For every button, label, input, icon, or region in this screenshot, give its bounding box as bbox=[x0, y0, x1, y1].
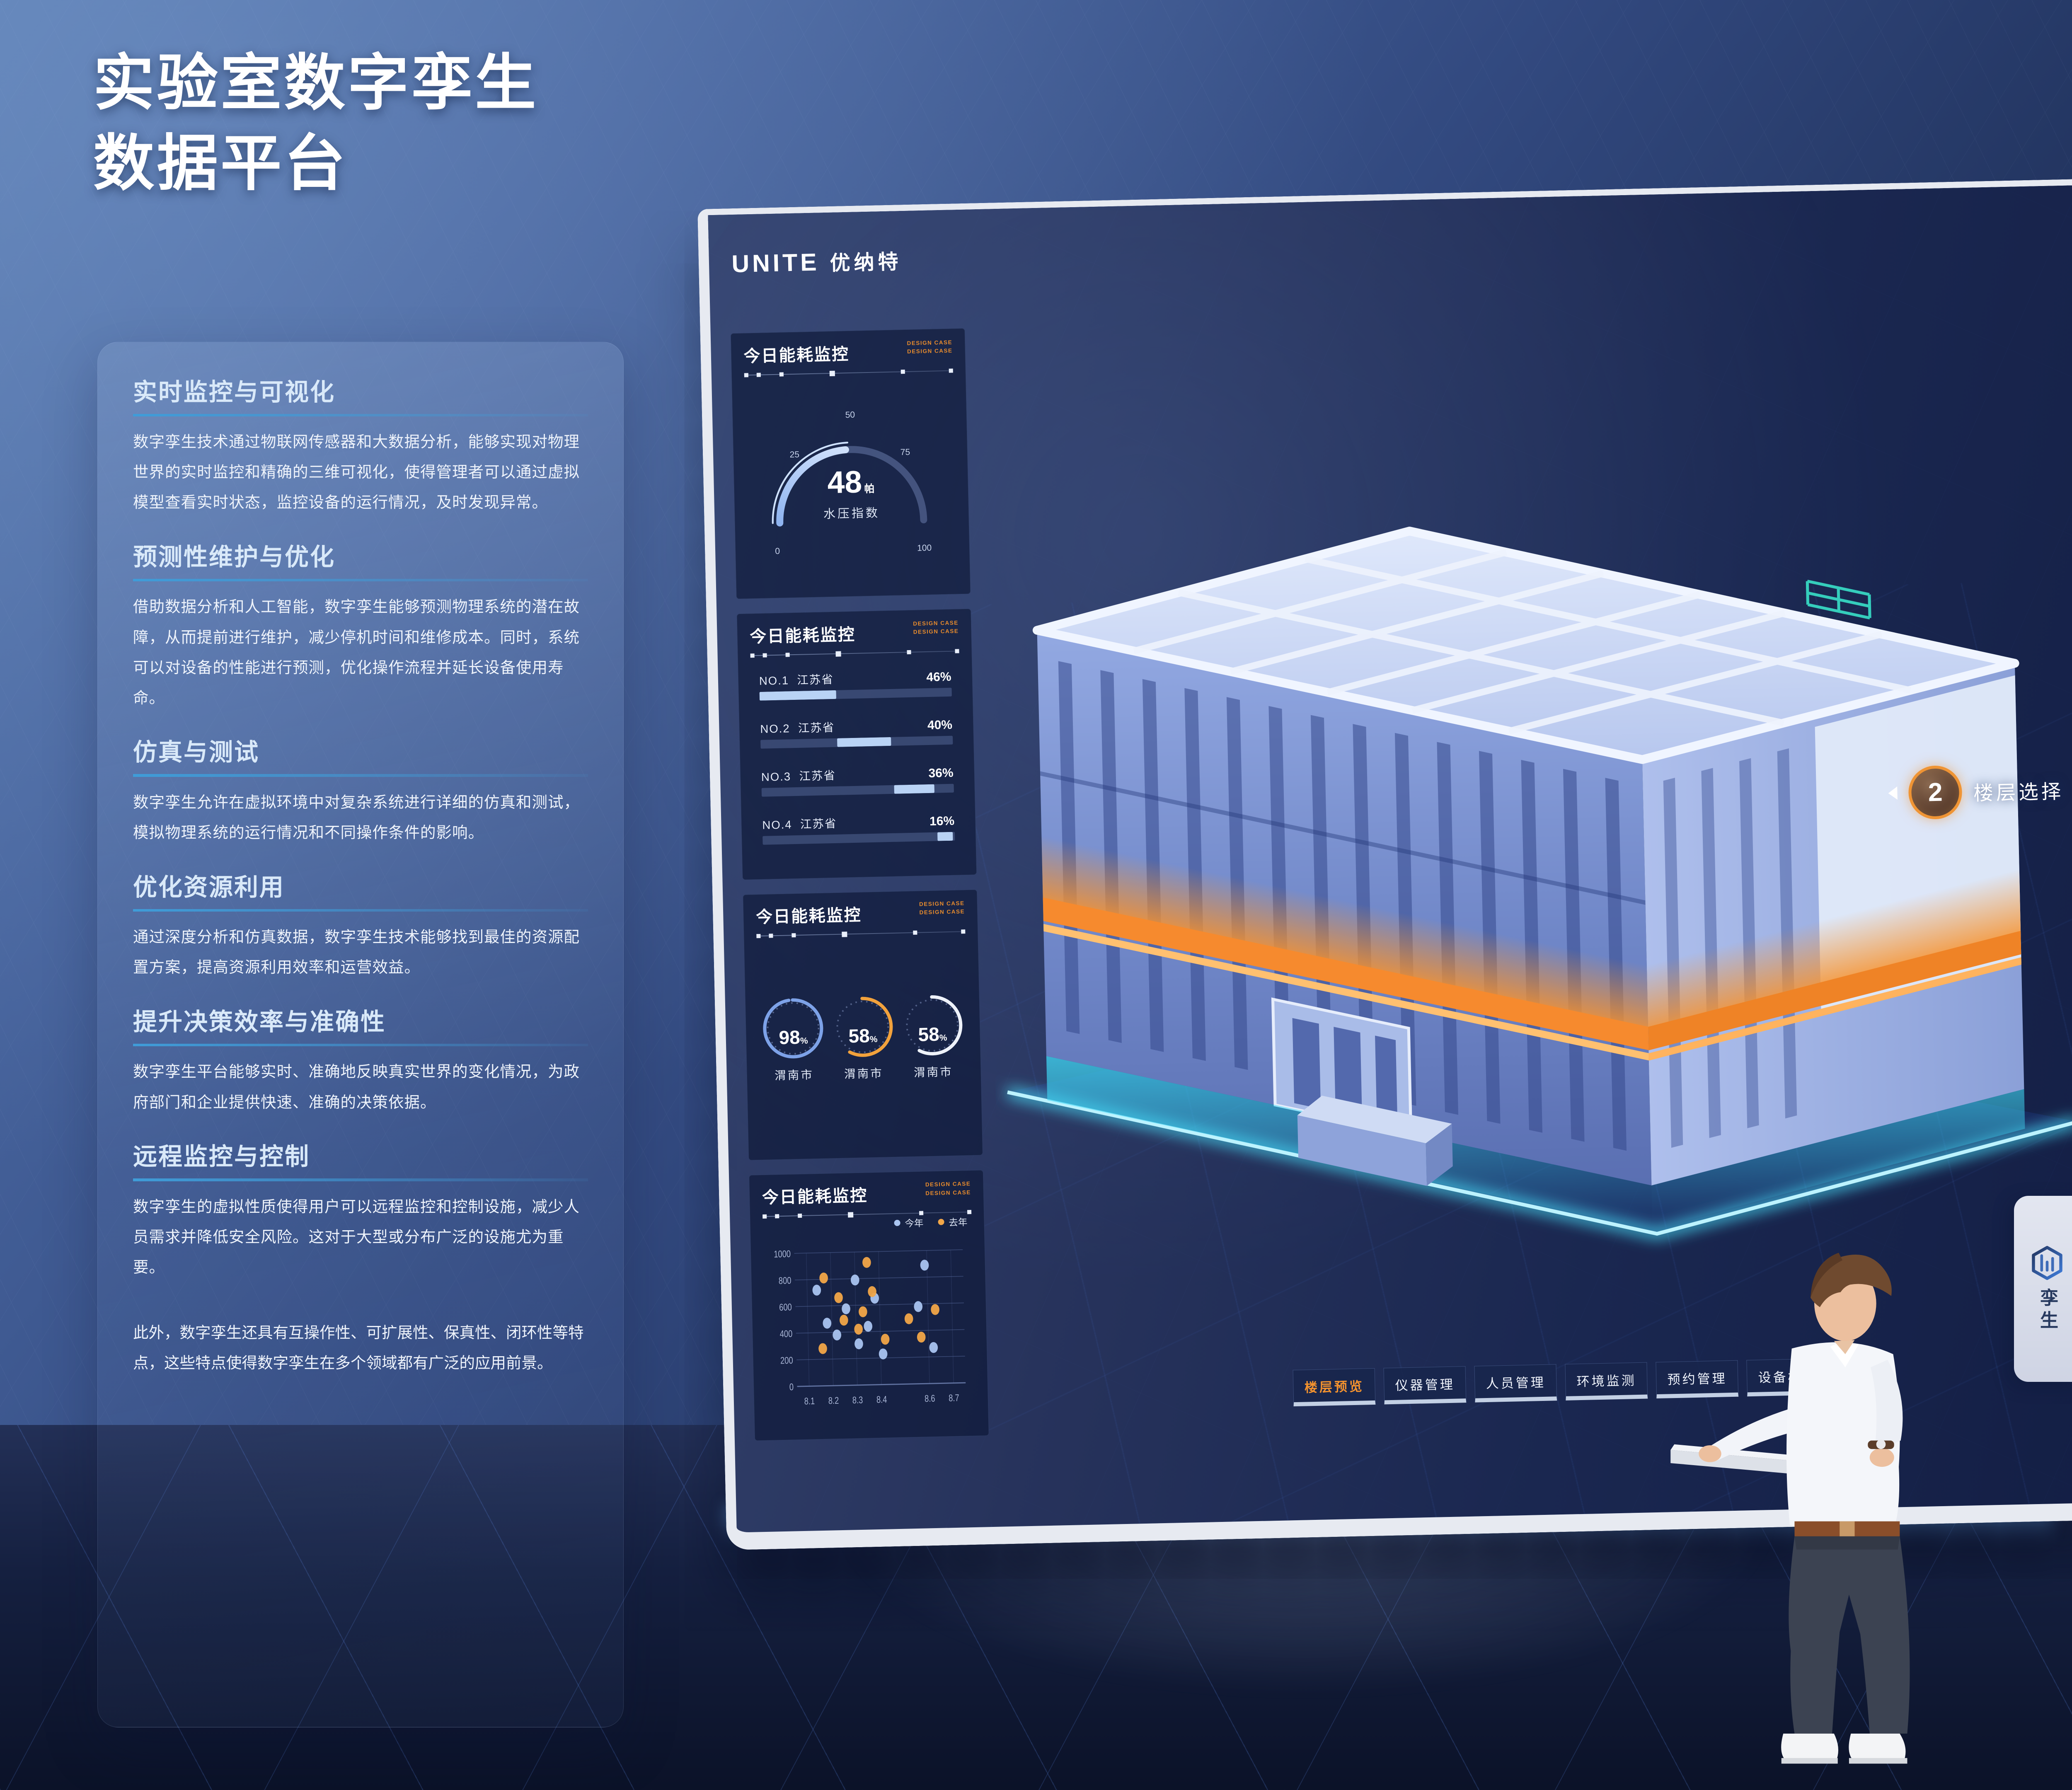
page-title: 实验室数字孪生 数据平台 bbox=[93, 43, 539, 204]
section-heading: 预测性维护与优化 bbox=[133, 543, 336, 571]
section-resource: 优化资源利用 通过深度分析和仿真数据，数字孪生技术能够找到最佳的资源配置方案，提… bbox=[133, 868, 588, 983]
panel-gauge: 今日能耗监控 DESIGN CASE DESIGN CASE 0 25 50 75 bbox=[730, 328, 971, 599]
panel-title: 今日能耗监控 bbox=[749, 625, 856, 646]
brand-logo-en: UNITE bbox=[731, 248, 820, 278]
gauge-tick: 75 bbox=[900, 447, 910, 457]
svg-text:8.7: 8.7 bbox=[948, 1393, 959, 1403]
section-divider bbox=[133, 909, 588, 912]
svg-text:8.2: 8.2 bbox=[828, 1396, 839, 1406]
bar-fill bbox=[759, 690, 836, 701]
svg-text:600: 600 bbox=[779, 1302, 792, 1313]
svg-text:8.3: 8.3 bbox=[852, 1395, 863, 1405]
bar-fill bbox=[893, 784, 934, 794]
panel-badge: DESIGN CASE DESIGN CASE bbox=[913, 619, 959, 635]
brand-logo: UNITE 优纳特 bbox=[731, 245, 902, 278]
svg-text:200: 200 bbox=[780, 1355, 793, 1366]
twin-side-tab[interactable]: 孪生 bbox=[2014, 1195, 2072, 1382]
panel-title: 今日能耗监控 bbox=[761, 1186, 868, 1207]
section-heading: 优化资源利用 bbox=[133, 873, 285, 901]
gauge-tick: 50 bbox=[845, 410, 855, 420]
bar-row: NO.3 江苏省 36% bbox=[761, 763, 954, 797]
scatter-chart: 0 200 400 600 800 1000 8.1 8.2 8.3 8.4 8.6 8.7 bbox=[773, 1249, 966, 1407]
bar-fill bbox=[937, 832, 953, 841]
svg-text:8.1: 8.1 bbox=[804, 1396, 815, 1407]
floor-selector-label: 楼层选择 bbox=[1973, 780, 2064, 805]
section-realtime: 实时监控与可视化 数字孪生技术通过物联网传感器和大数据分析，能够实现对物理世界的… bbox=[133, 373, 588, 518]
section-body: 数字孪生允许在虚拟环境中对复杂系统进行详细的仿真和测试，模拟物理系统的运行情况和… bbox=[133, 793, 580, 842]
gauge-tick: 25 bbox=[789, 449, 799, 460]
section-heading: 远程监控与控制 bbox=[133, 1143, 310, 1171]
donut-weinan-2: 58% 渭南市 bbox=[830, 995, 895, 1081]
donut-weinan-3: 58% 渭南市 bbox=[900, 993, 965, 1080]
chevron-left-icon[interactable] bbox=[1888, 786, 1898, 800]
page-title-line2: 数据平台 bbox=[93, 129, 348, 198]
card-footer-note: 此外，数字孪生还具有互操作性、可扩展性、保真性、闭环性等特点，这些特点使得数字孪… bbox=[133, 1324, 584, 1372]
section-body: 数字孪生平台能够实时、准确地反映真实世界的变化情况，为政府部门和企业提供快速、准… bbox=[133, 1063, 580, 1111]
water-pressure-gauge: 0 25 50 75 100 48 帕 水压指数 bbox=[744, 377, 957, 574]
tab-environment-monitor[interactable]: 环境监测 bbox=[1565, 1362, 1648, 1401]
section-divider bbox=[133, 774, 588, 777]
section-body: 数字孪生技术通过物联网传感器和大数据分析，能够实现对物理世界的实时监控和精确的三… bbox=[133, 433, 580, 511]
gauge-unit: 帕 bbox=[864, 483, 875, 495]
svg-text:0: 0 bbox=[789, 1382, 794, 1393]
panel-scatter: 今日能耗监控 DESIGN CASE DESIGN CASE 今年 去年 0 200… bbox=[748, 1169, 989, 1441]
panel-badge: DESIGN CASE DESIGN CASE bbox=[919, 900, 965, 916]
panel-donuts: 今日能耗监控 DESIGN CASE DESIGN CASE 98% 渭南市 bbox=[742, 889, 983, 1161]
bar-row: NO.2 江苏省 40% bbox=[760, 715, 953, 749]
bar-row: NO.4 江苏省 16% bbox=[762, 811, 955, 845]
section-body: 通过深度分析和仿真数据，数字孪生技术能够找到最佳的资源配置方案，提高资源利用效率… bbox=[133, 928, 580, 976]
section-predictive: 预测性维护与优化 借助数据分析和人工智能，数字孪生能够预测物理系统的潜在故障，从… bbox=[133, 537, 588, 713]
gauge-value: 48 bbox=[827, 464, 862, 500]
svg-text:400: 400 bbox=[779, 1329, 792, 1340]
panel-title: 今日能耗监控 bbox=[743, 345, 850, 365]
section-heading: 实时监控与可视化 bbox=[133, 378, 336, 406]
panel-separator bbox=[756, 929, 965, 938]
svg-text:1000: 1000 bbox=[773, 1249, 790, 1260]
legend-dot-thisyear bbox=[893, 1219, 900, 1226]
tab-instrument-mgmt[interactable]: 仪器管理 bbox=[1383, 1366, 1467, 1404]
panel-separator bbox=[750, 648, 959, 658]
feature-card: 实时监控与可视化 数字孪生技术通过物联网传感器和大数据分析，能够实现对物理世界的… bbox=[97, 342, 624, 1727]
gauge-tick: 0 bbox=[775, 546, 780, 556]
floor-selector: 2 楼层选择 bbox=[1887, 762, 2064, 820]
panel-badge: DESIGN CASE DESIGN CASE bbox=[906, 339, 953, 355]
bar-fill bbox=[837, 737, 891, 747]
tab-floor-preview[interactable]: 楼层预览 bbox=[1293, 1368, 1376, 1406]
scatter-legend: 今年 去年 bbox=[893, 1215, 967, 1230]
section-divider bbox=[133, 414, 588, 417]
section-heading: 仿真与测试 bbox=[133, 739, 260, 766]
section-divider bbox=[133, 1178, 588, 1181]
donut-weinan-1: 98% 渭南市 bbox=[761, 996, 825, 1083]
hexagon-chart-icon bbox=[2032, 1246, 2062, 1280]
floor-reflection bbox=[767, 1522, 1844, 1719]
panel-ranking-bars: 今日能耗监控 DESIGN CASE DESIGN CASE NO.1 江苏省 46… bbox=[736, 608, 977, 880]
page-title-line1: 实验室数字孪生 bbox=[93, 48, 539, 117]
tab-personnel-mgmt[interactable]: 人员管理 bbox=[1474, 1364, 1557, 1403]
section-heading: 提升决策效率与准确性 bbox=[133, 1008, 386, 1035]
section-body: 借助数据分析和人工智能，数字孪生能够预测物理系统的潜在故障，从而提前进行维护，减… bbox=[133, 598, 580, 706]
brand-logo-cn: 优纳特 bbox=[829, 250, 902, 275]
section-body: 数字孪生的虚拟性质使得用户可以远程监控和控制设施，减少人员需求并降低安全风险。这… bbox=[133, 1197, 580, 1276]
svg-text:8.6: 8.6 bbox=[924, 1393, 935, 1404]
presenter-avatar bbox=[1670, 1253, 1910, 1764]
section-simulation: 仿真与测试 数字孪生允许在虚拟环境中对复杂系统进行详细的仿真和测试，模拟物理系统… bbox=[133, 733, 588, 848]
panel-title: 今日能耗监控 bbox=[755, 906, 862, 926]
section-remote: 远程监控与控制 数字孪生的虚拟性质使得用户可以远程监控和控制设施，减少人员需求并… bbox=[133, 1137, 588, 1282]
section-decision: 提升决策效率与准确性 数字孪生平台能够实时、准确地反映真实世界的变化情况，为政府… bbox=[133, 1002, 588, 1118]
gauge-tick: 100 bbox=[917, 543, 932, 553]
twin-side-tab-label: 孪生 bbox=[2037, 1288, 2057, 1333]
panel-badge: DESIGN CASE DESIGN CASE bbox=[925, 1180, 971, 1196]
section-divider bbox=[133, 578, 588, 582]
floor-number-button[interactable]: 2 bbox=[1907, 764, 1963, 820]
svg-text:800: 800 bbox=[778, 1275, 791, 1286]
bar-row: NO.1 江苏省 46% bbox=[759, 667, 952, 701]
legend-dot-lastyear bbox=[937, 1219, 944, 1225]
panel-separator bbox=[743, 368, 953, 377]
svg-text:8.4: 8.4 bbox=[876, 1394, 887, 1405]
section-divider bbox=[133, 1043, 588, 1047]
dashboard-screen: UNITE 优纳特 bbox=[697, 178, 2072, 1550]
